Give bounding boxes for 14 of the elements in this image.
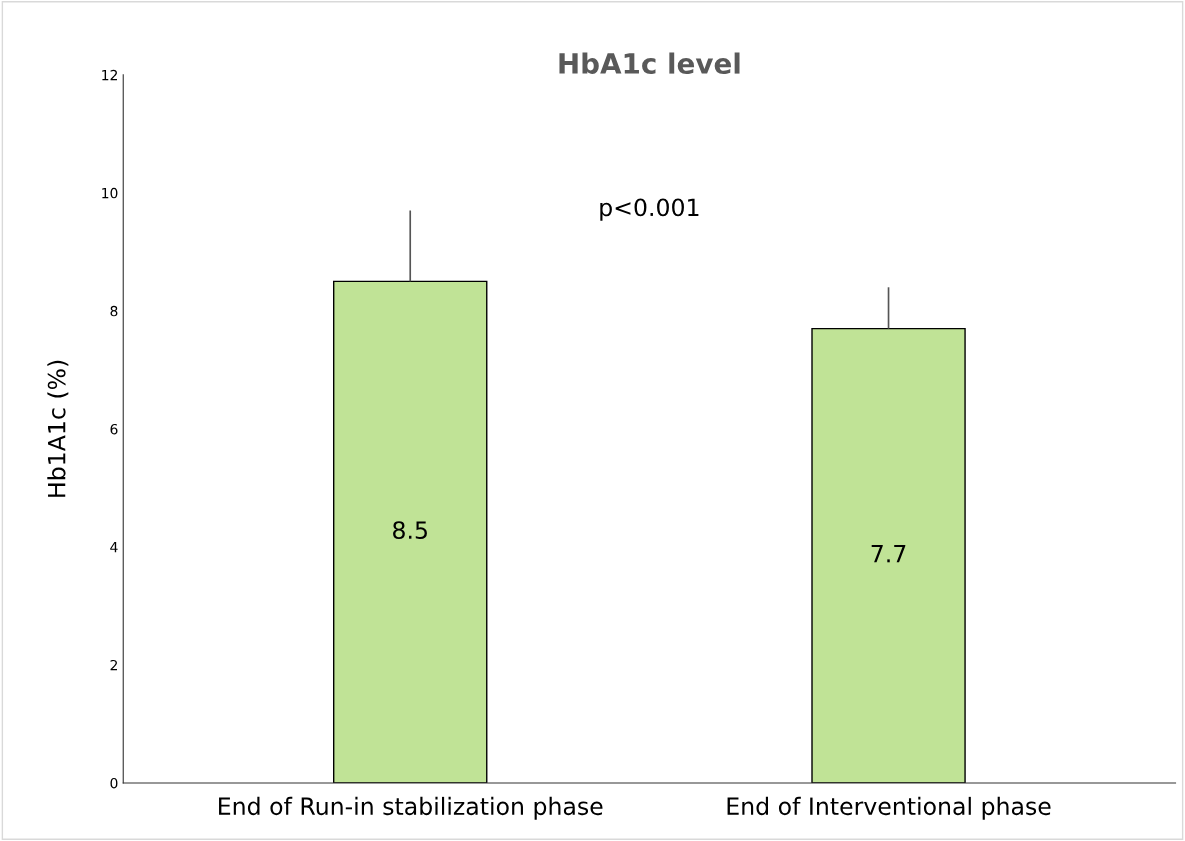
chart-title: HbA1c level <box>559 52 740 74</box>
y-axis-title: Hb1A1c (%) <box>47 360 69 497</box>
annotation: p<0.001 <box>600 198 699 221</box>
y-tick-label: 10 <box>102 187 118 199</box>
y-tick-label: 4 <box>110 542 118 553</box>
y-tick-label: 8 <box>110 305 118 317</box>
data-label: 8.5 <box>393 521 427 540</box>
data-label: 7.7 <box>871 545 906 563</box>
y-tick-label: 6 <box>110 423 118 435</box>
x-tick-label: End of Run-in stabilization phase <box>219 796 603 820</box>
x-tick-label: End of Interventional phase <box>727 796 1051 820</box>
y-tick-label: 2 <box>110 659 117 671</box>
y-tick-label: 0 <box>110 777 118 789</box>
y-tick-label: 12 <box>102 69 117 81</box>
